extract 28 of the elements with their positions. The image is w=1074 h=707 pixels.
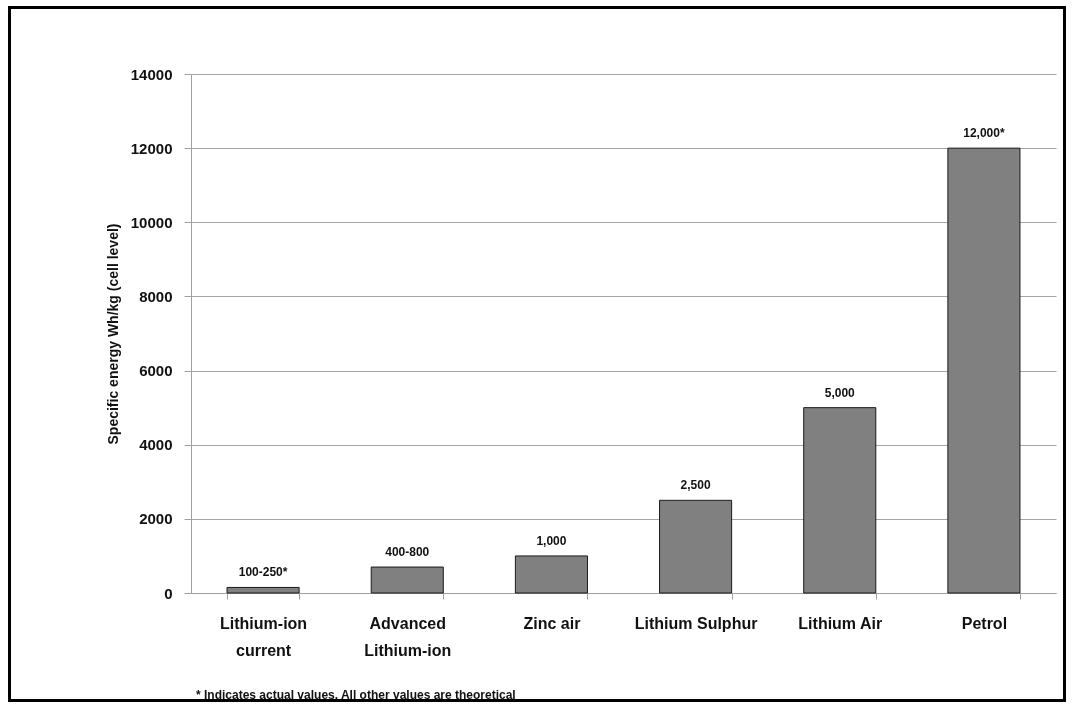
data-label: 2,500: [680, 478, 711, 493]
y-tick-label: 8000: [139, 287, 173, 305]
data-label: 400-800: [385, 545, 430, 560]
y-tick-label: 10000: [130, 213, 173, 231]
y-axis-title: Specific energy Wh/kg (cell level): [104, 223, 121, 445]
data-label: 12,000*: [963, 126, 1005, 141]
y-tick-label: 6000: [139, 362, 173, 380]
bar: [947, 147, 1021, 594]
bar: [803, 407, 877, 594]
data-label: 100-250*: [238, 565, 288, 580]
x-tick-label: Petrol: [961, 614, 1008, 632]
x-tick-label: Lithium Air: [798, 614, 883, 632]
x-tick-label: Lithium-ion current: [220, 614, 308, 659]
y-tick-label: 2000: [139, 510, 173, 528]
bar: [226, 586, 300, 594]
text: * Indicates actual values. All other values are theoretical: [196, 688, 516, 702]
y-tick-label: 12000: [130, 139, 173, 157]
bar: [514, 555, 588, 594]
data-label: 1,000: [536, 533, 567, 548]
bar: [370, 566, 444, 594]
y-tick-label: 14000: [130, 65, 173, 83]
x-tick-label: Lithium Sulphur: [634, 614, 758, 632]
bar: [659, 499, 733, 594]
y-tick-label: 4000: [139, 436, 173, 454]
y-tick-label: 0: [164, 584, 173, 602]
data-label: 5,000: [824, 385, 856, 400]
x-tick-label: Zinc air: [523, 614, 581, 632]
x-tick-label: Advanced Lithium-ion: [364, 614, 452, 659]
